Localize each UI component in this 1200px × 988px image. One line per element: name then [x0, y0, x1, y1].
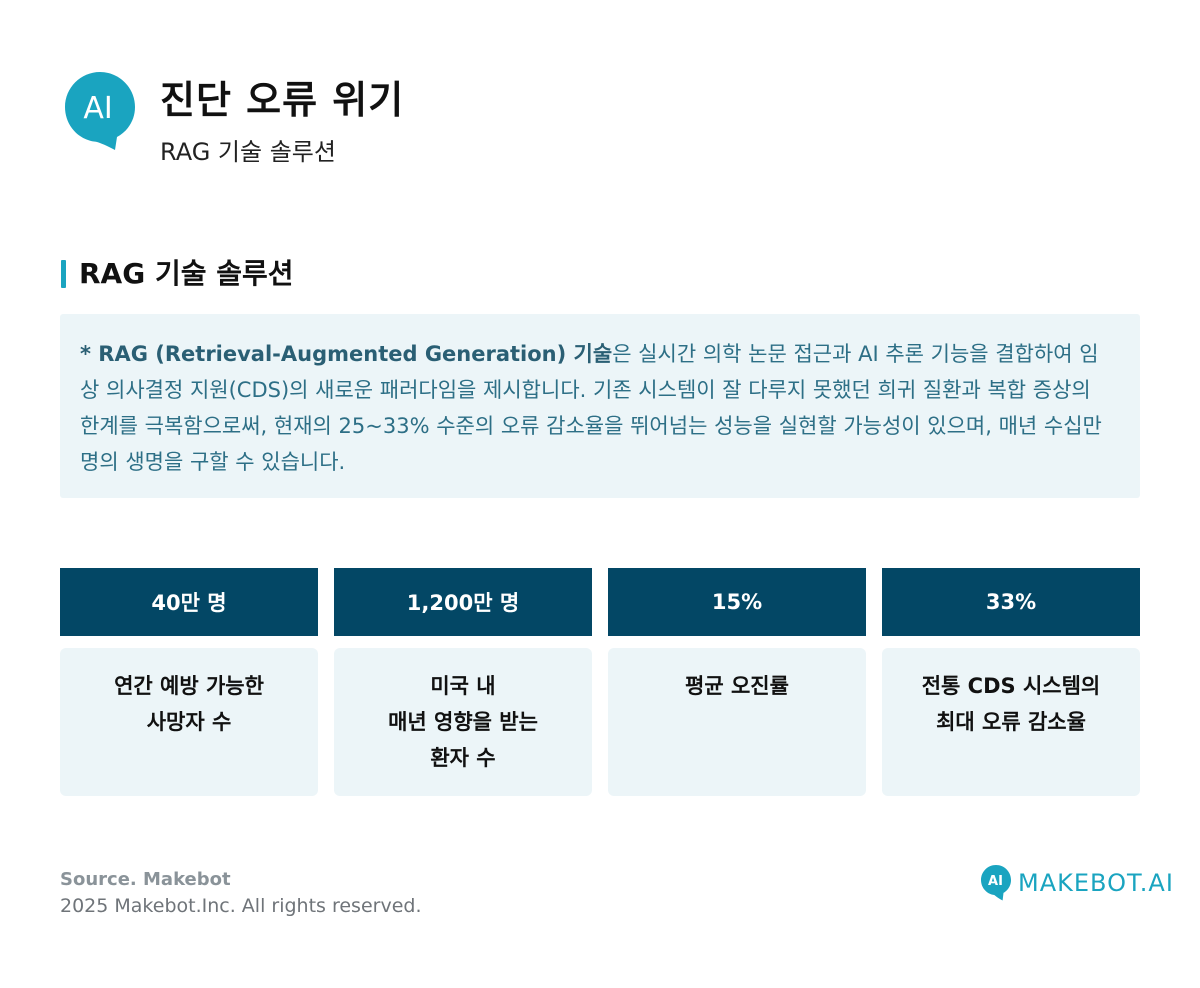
- stat-value: 1,200만 명: [334, 568, 592, 636]
- stat-description-line: 매년 영향을 받는: [388, 710, 538, 734]
- source-label: Source. Makebot: [60, 869, 231, 890]
- stat-card: 15% 평균 오진률: [608, 568, 866, 796]
- stat-description: 전통 CDS 시스템의 최대 오류 감소율: [882, 648, 1140, 796]
- section-title: RAG 기술 솔루션: [79, 257, 294, 290]
- stat-description-line: 환자 수: [430, 746, 496, 770]
- stat-description: 미국 내 매년 영향을 받는 환자 수: [334, 648, 592, 796]
- stat-description-line: 평균 오진률: [685, 674, 789, 698]
- stat-description-line: 미국 내: [430, 674, 496, 698]
- brand-icon-text: AI: [988, 874, 1003, 889]
- stat-value: 15%: [608, 568, 866, 636]
- stat-description: 평균 오진률: [608, 648, 866, 796]
- stat-description: 연간 예방 가능한 사망자 수: [60, 648, 318, 796]
- ai-logo-icon: AI: [65, 72, 135, 150]
- stat-value: 33%: [882, 568, 1140, 636]
- description-panel: * RAG (Retrieval-Augmented Generation) 기…: [60, 314, 1140, 498]
- ai-logo-text: AI: [83, 91, 112, 126]
- stat-card: 1,200만 명 미국 내 매년 영향을 받는 환자 수: [334, 568, 592, 796]
- page-subtitle: RAG 기술 솔루션: [160, 138, 336, 166]
- stat-description-line: 전통 CDS 시스템의: [921, 674, 1101, 698]
- brand-name: MAKEBOT.AI: [1018, 869, 1174, 897]
- stat-value: 40만 명: [60, 568, 318, 636]
- stat-card: 40만 명 연간 예방 가능한 사망자 수: [60, 568, 318, 796]
- page-title: 진단 오류 위기: [160, 78, 405, 122]
- stat-card: 33% 전통 CDS 시스템의 최대 오류 감소율: [882, 568, 1140, 796]
- stat-description-line: 사망자 수: [146, 710, 232, 734]
- description-bold: * RAG (Retrieval-Augmented Generation) 기…: [80, 342, 613, 366]
- description-text: * RAG (Retrieval-Augmented Generation) 기…: [80, 336, 1112, 480]
- brand-bubble-icon: AI: [981, 865, 1011, 901]
- description-body: 은 실시간 의학 논문 접근과 AI 추론 기능을 결합하여 임상 의사결정 지…: [80, 342, 1102, 474]
- brand-logo: AI MAKEBOT.AI: [980, 864, 1174, 902]
- copyright-text: 2025 Makebot.Inc. All rights reserved.: [60, 895, 422, 917]
- stat-description-line: 연간 예방 가능한: [114, 674, 264, 698]
- section-accent-bar: [61, 260, 66, 288]
- stat-description-line: 최대 오류 감소율: [936, 710, 1086, 734]
